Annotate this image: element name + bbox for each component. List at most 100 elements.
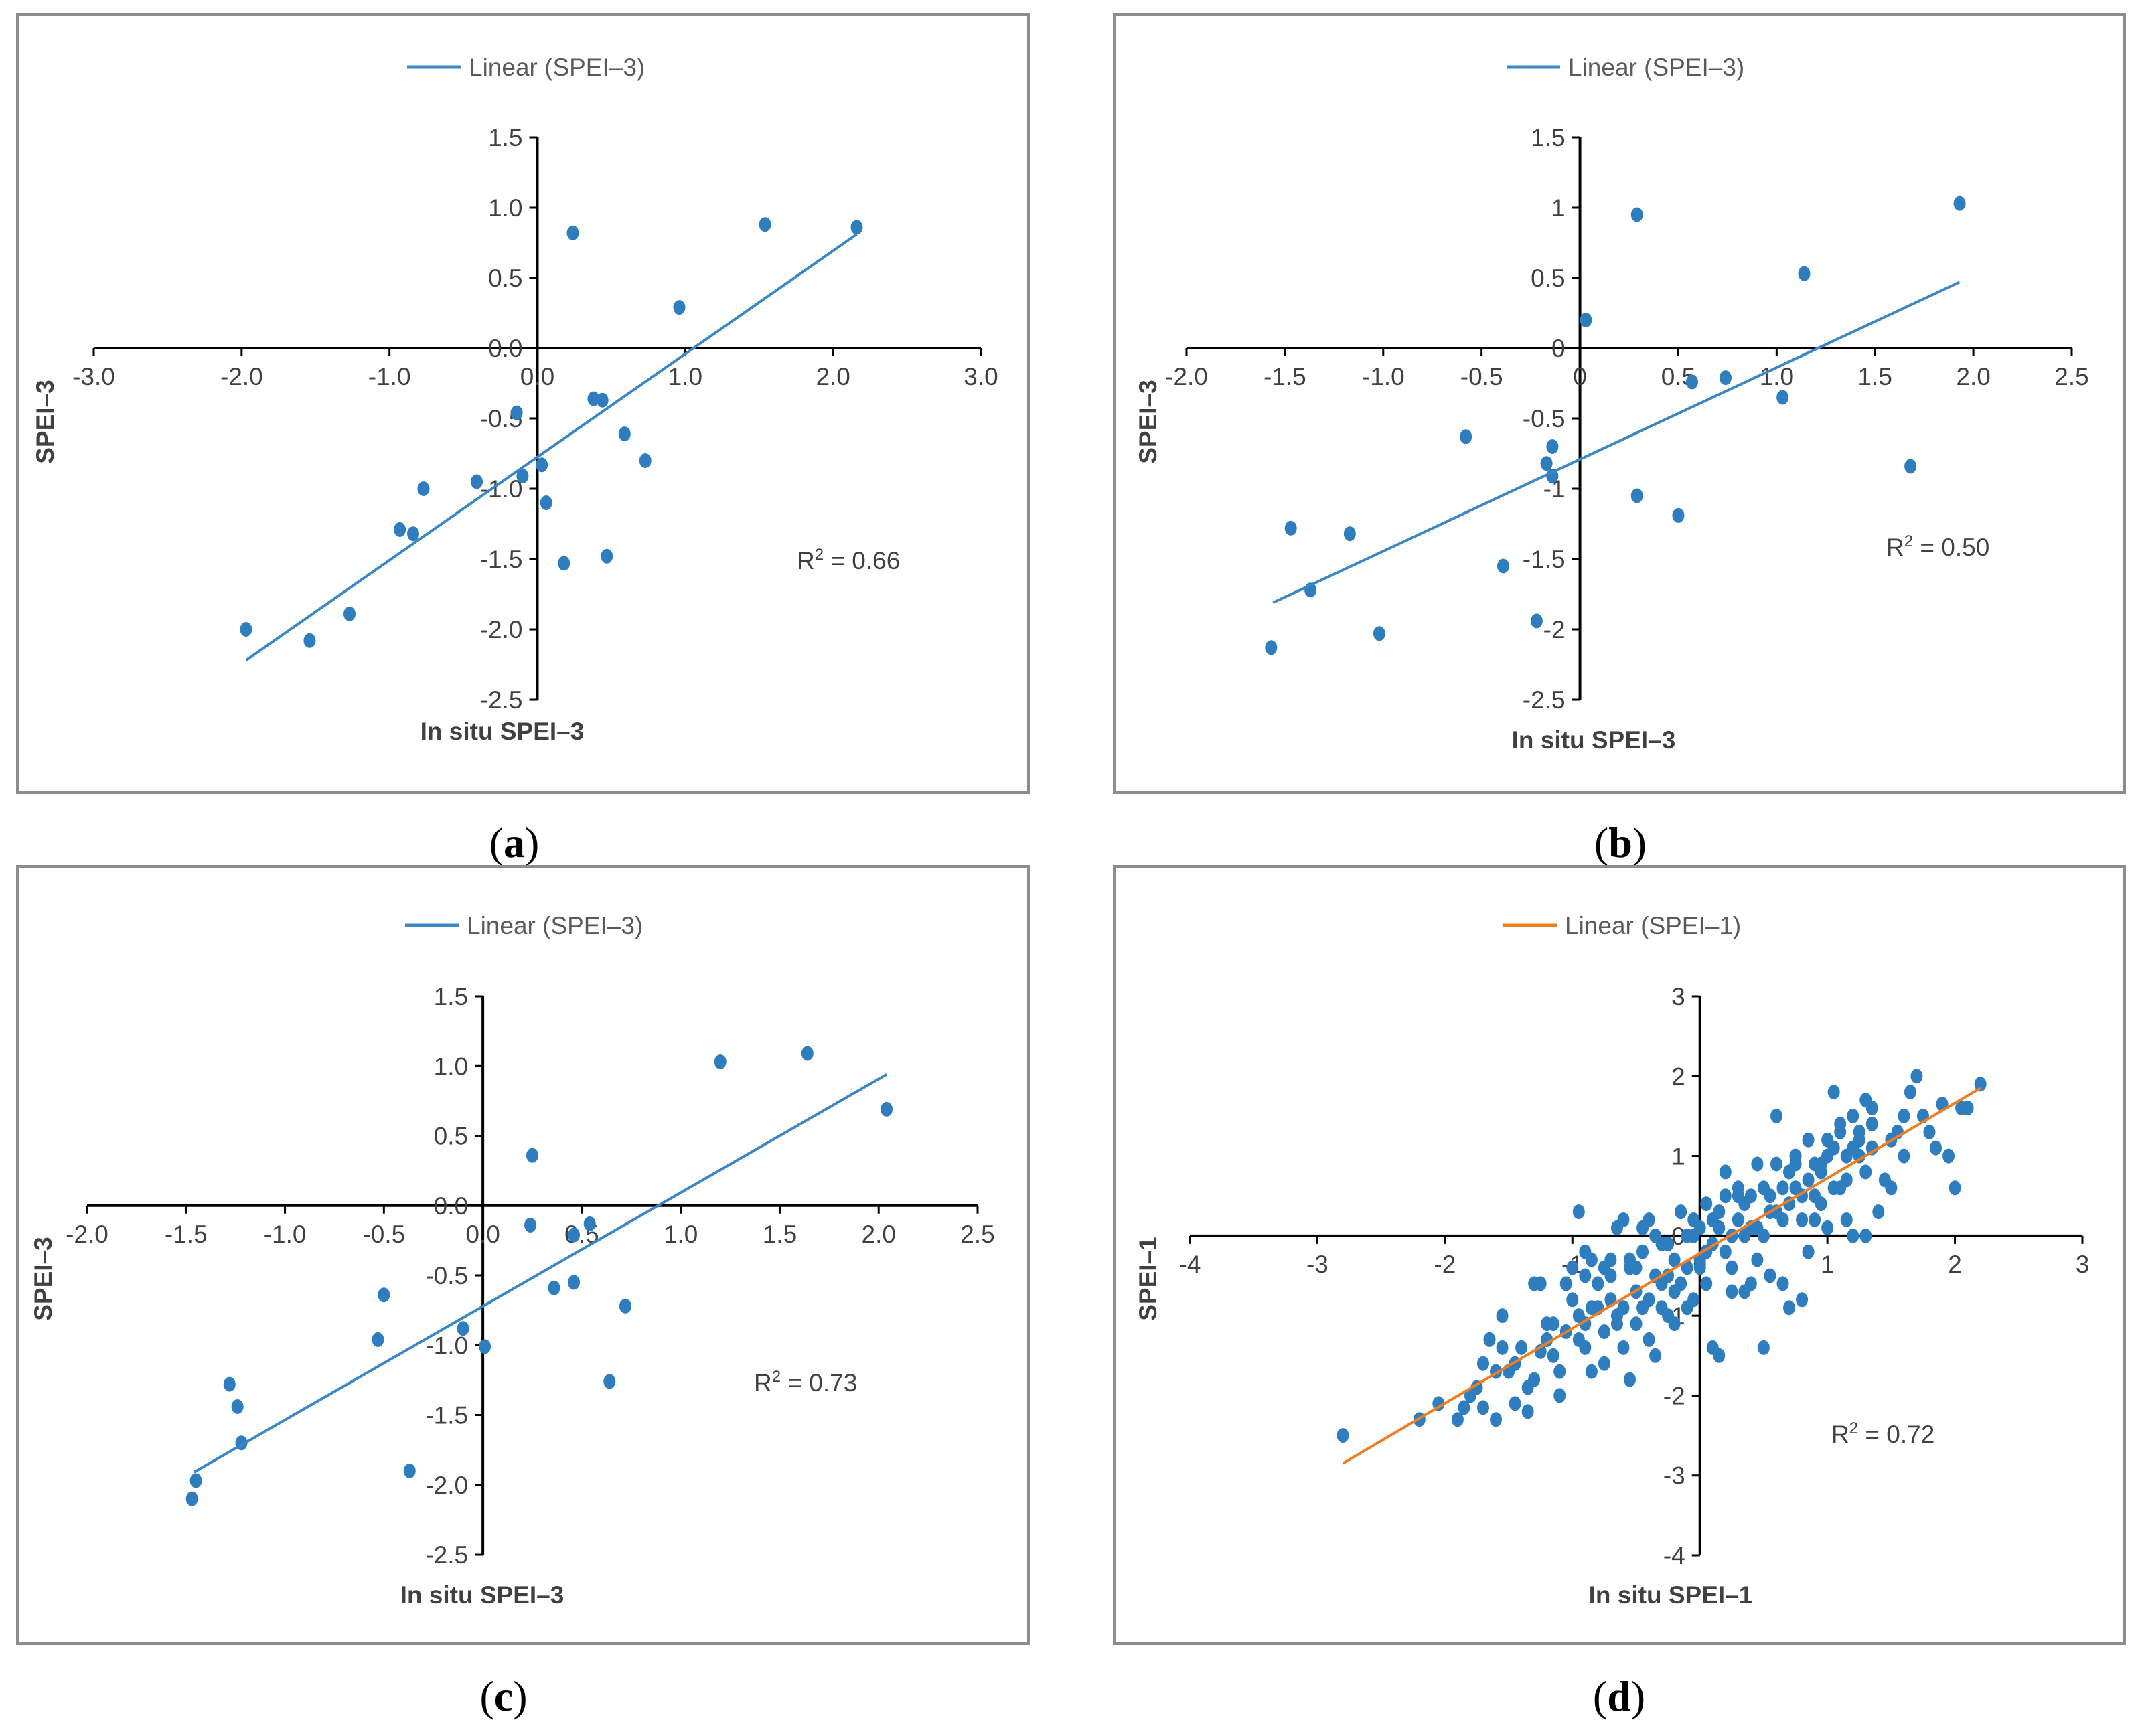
chart-frame <box>1113 13 2126 794</box>
x-tick-label: 2.5 <box>960 1220 994 1248</box>
data-point <box>1764 1188 1776 1204</box>
y-tick-label: -2 <box>1663 1382 1685 1409</box>
data-point <box>526 1148 538 1163</box>
data-point <box>516 469 529 484</box>
y-tick-label: 0.0 <box>434 1192 468 1220</box>
data-point <box>1592 1276 1604 1291</box>
y-tick-label: 1 <box>1551 194 1566 222</box>
data-point <box>1834 1124 1847 1139</box>
data-point <box>1738 1284 1751 1299</box>
legend-label: Linear (SPEI–3) <box>469 54 645 81</box>
data-point <box>1719 370 1732 386</box>
data-point <box>596 392 609 408</box>
x-tick-label: -1.5 <box>165 1220 208 1248</box>
y-tick-label: 1.5 <box>488 124 522 151</box>
data-point <box>1770 1156 1782 1172</box>
data-point <box>407 526 419 542</box>
chart-frame <box>16 865 1030 1645</box>
y-tick-label: -2.5 <box>425 1541 468 1569</box>
x-tick-label: -0.5 <box>362 1220 405 1248</box>
y-tick-label: -2.5 <box>480 686 523 714</box>
data-point <box>1757 1340 1770 1355</box>
data-point <box>1953 195 1966 211</box>
data-point <box>1460 429 1472 445</box>
x-tick-label: -2.0 <box>66 1220 108 1248</box>
data-point <box>1630 1260 1643 1275</box>
data-point <box>240 622 252 637</box>
data-point <box>1783 1300 1796 1316</box>
data-point <box>1579 1268 1592 1283</box>
data-point <box>1904 1085 1916 1100</box>
data-point <box>1815 1196 1827 1212</box>
data-point <box>1672 507 1685 523</box>
x-tick-label: 0.0 <box>520 363 554 390</box>
data-point <box>1649 1268 1662 1283</box>
chart-panel-b: Linear (SPEI–3)-2.0 -1.5 -1.0 -0.5 0 0.5 1.0 1.… <box>1113 13 2126 866</box>
data-point <box>1432 1396 1445 1411</box>
chart-panel-c: Linear (SPEI–3) -2.0 -1.5 -1.0 -0.5 0.0 0.5 1.0… <box>16 865 1030 1720</box>
x-tick-label: 0.0 <box>465 1220 500 1248</box>
data-point <box>1885 1180 1898 1196</box>
chart-frame <box>16 13 1030 794</box>
data-point <box>1343 526 1356 542</box>
data-point <box>1476 1356 1489 1371</box>
chart-panel-a: Linear (SPEI–3) -3.0 -2.0 -1.0 0.0 1.0 2.0 3.0 1… <box>16 13 1030 866</box>
panel-caption: (d) <box>1593 1672 1645 1720</box>
data-point <box>1815 1156 1827 1172</box>
data-point <box>1675 1204 1687 1220</box>
y-tick-label: -3 <box>1663 1462 1685 1490</box>
y-tick-label: -2.5 <box>1523 686 1566 714</box>
y-tick-label: 0.0 <box>488 335 522 362</box>
r-squared-label: R2 = 0.66 <box>797 546 900 574</box>
x-tick-label: -1.0 <box>368 363 411 390</box>
data-point <box>1530 613 1543 629</box>
data-point <box>1732 1188 1744 1204</box>
trendline <box>193 1073 888 1474</box>
data-point <box>1961 1101 1974 1115</box>
data-point <box>1713 1348 1726 1363</box>
y-axis-title: SPEI–3 <box>1134 380 1162 463</box>
data-point <box>394 522 406 537</box>
data-point <box>1541 1332 1553 1347</box>
data-point <box>714 1054 727 1069</box>
data-point <box>1751 1252 1764 1267</box>
data-point <box>1719 1244 1732 1259</box>
data-point <box>1681 1228 1693 1243</box>
data-point <box>1719 1164 1732 1180</box>
data-point <box>540 495 552 510</box>
data-point <box>1764 1268 1776 1283</box>
data-point <box>566 225 579 240</box>
data-point <box>372 1332 384 1347</box>
data-point <box>1687 1292 1700 1308</box>
data-point <box>1802 1244 1815 1259</box>
y-tick-label: -0.5 <box>1523 405 1566 432</box>
y-tick-label: 1.0 <box>488 194 522 222</box>
data-point <box>1726 1284 1738 1299</box>
r-squared-label: R2 = 0.73 <box>754 1368 857 1397</box>
data-point <box>1630 488 1643 503</box>
data-point <box>1572 1204 1585 1220</box>
data-point <box>1566 1260 1579 1275</box>
x-tick-label: -3 <box>1306 1251 1328 1278</box>
trendline <box>1272 281 1961 604</box>
x-tick-label: 2.0 <box>862 1220 896 1248</box>
data-point <box>1974 1077 1987 1092</box>
data-point <box>558 556 570 571</box>
data-point <box>603 1374 616 1389</box>
data-point <box>1700 1276 1713 1291</box>
x-tick-label: 2.0 <box>816 363 850 390</box>
x-tick-label: 2 <box>1948 1251 1962 1278</box>
y-tick-label: -2 <box>1543 616 1566 643</box>
data-point <box>479 1339 491 1354</box>
r-squared-label: R2 = 0.72 <box>1831 1419 1934 1448</box>
x-axis-title: In situ SPEI–3 <box>400 1581 564 1609</box>
chart-panel-d: Linear (SPEI–1)-4-3-2-101233210-1-2-3-4I… <box>1113 865 2126 1720</box>
data-point <box>1949 1180 1961 1196</box>
data-point <box>1610 1220 1623 1235</box>
data-point <box>881 1101 893 1117</box>
data-point <box>1337 1428 1349 1443</box>
data-point <box>1521 1404 1534 1419</box>
data-point <box>1847 1140 1859 1156</box>
data-point <box>1776 1276 1789 1291</box>
data-point <box>1942 1148 1955 1164</box>
